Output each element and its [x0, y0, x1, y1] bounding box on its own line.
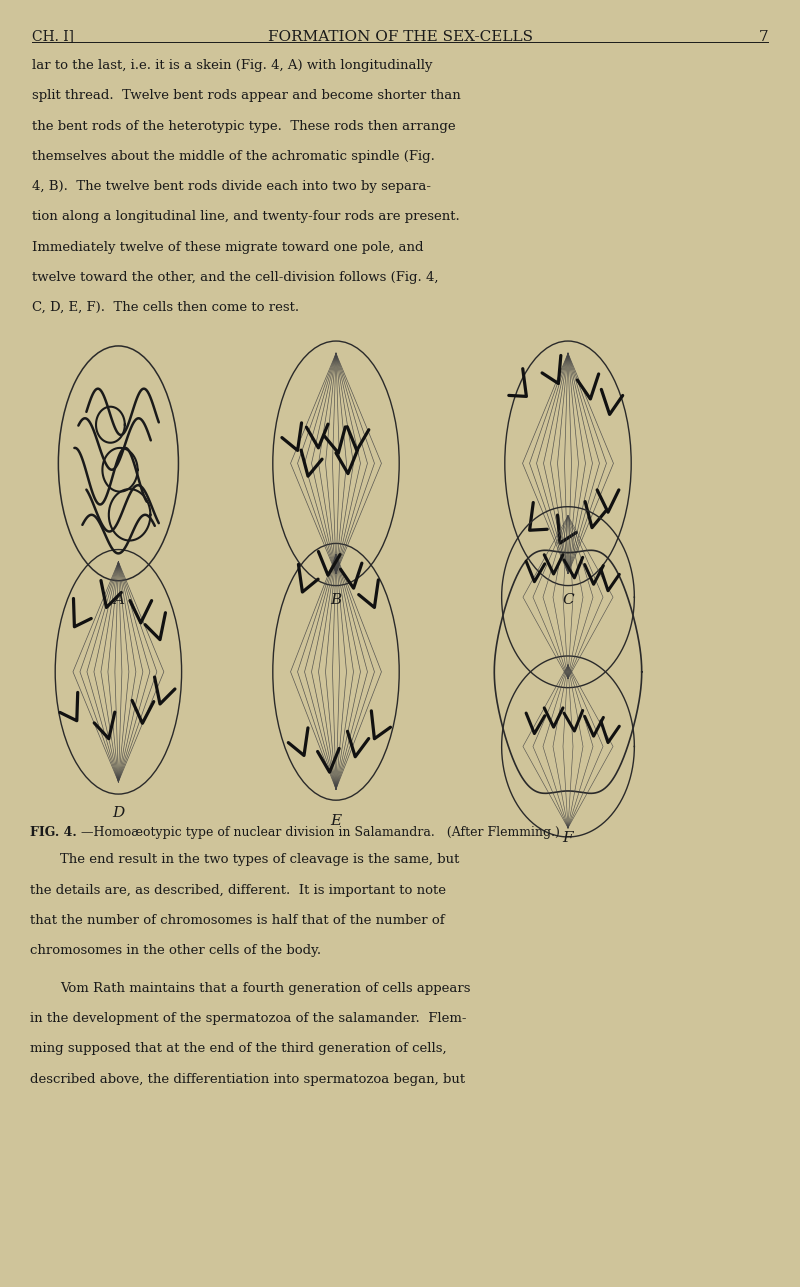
Text: E: E — [330, 813, 342, 828]
Text: Vom Rath maintains that a fourth generation of cells appears: Vom Rath maintains that a fourth generat… — [60, 982, 470, 995]
Text: split thread.  Twelve bent rods appear and become shorter than: split thread. Twelve bent rods appear an… — [32, 90, 461, 103]
Text: A: A — [113, 593, 124, 607]
Text: in the development of the spermatozoa of the salamander.  Flem-: in the development of the spermatozoa of… — [30, 1012, 467, 1026]
Text: Immediately twelve of these migrate toward one pole, and: Immediately twelve of these migrate towa… — [32, 241, 423, 254]
Text: F: F — [562, 831, 574, 844]
Text: 7: 7 — [758, 30, 768, 44]
Text: the bent rods of the heterotypic type.  These rods then arrange: the bent rods of the heterotypic type. T… — [32, 120, 456, 133]
Text: C: C — [562, 593, 574, 607]
Text: B: B — [330, 593, 342, 607]
Text: lar to the last, i.e. it is a skein (Fig. 4, A) with longitudinally: lar to the last, i.e. it is a skein (Fig… — [32, 59, 433, 72]
Text: 4, B).  The twelve bent rods divide each into two by separa-: 4, B). The twelve bent rods divide each … — [32, 180, 431, 193]
Text: chromosomes in the other cells of the body.: chromosomes in the other cells of the bo… — [30, 945, 322, 958]
Text: FIG. 4.: FIG. 4. — [30, 826, 77, 839]
Text: The end result in the two types of cleavage is the same, but: The end result in the two types of cleav… — [60, 853, 459, 866]
Text: that the number of chromosomes is half that of the number of: that the number of chromosomes is half t… — [30, 914, 445, 927]
Text: tion along a longitudinal line, and twenty-four rods are present.: tion along a longitudinal line, and twen… — [32, 211, 460, 224]
Text: D: D — [112, 806, 125, 820]
Text: CH. I]: CH. I] — [32, 30, 74, 44]
Text: themselves about the middle of the achromatic spindle (Fig.: themselves about the middle of the achro… — [32, 151, 435, 163]
Text: twelve toward the other, and the cell-division follows (Fig. 4,: twelve toward the other, and the cell-di… — [32, 272, 438, 284]
Text: the details are, as described, different.  It is important to note: the details are, as described, different… — [30, 883, 446, 897]
Text: ming supposed that at the end of the third generation of cells,: ming supposed that at the end of the thi… — [30, 1042, 447, 1055]
Text: FORMATION OF THE SEX-CELLS: FORMATION OF THE SEX-CELLS — [267, 30, 533, 44]
Text: —Homoæotypic type of nuclear division in Salamandra.   (After Flemming.): —Homoæotypic type of nuclear division in… — [77, 826, 560, 839]
Text: described above, the differentiation into spermatozoa began, but: described above, the differentiation int… — [30, 1073, 466, 1086]
Text: C, D, E, F).  The cells then come to rest.: C, D, E, F). The cells then come to rest… — [32, 301, 299, 314]
